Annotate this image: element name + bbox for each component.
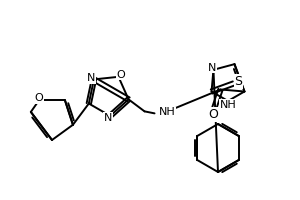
- Text: O: O: [35, 93, 44, 103]
- Text: S: S: [235, 75, 242, 88]
- Text: O: O: [208, 108, 218, 121]
- Text: N: N: [104, 113, 112, 123]
- Text: O: O: [116, 70, 125, 80]
- Text: N: N: [87, 73, 95, 83]
- Text: N: N: [208, 63, 217, 73]
- Text: NH: NH: [220, 100, 236, 110]
- Text: NH: NH: [158, 107, 175, 117]
